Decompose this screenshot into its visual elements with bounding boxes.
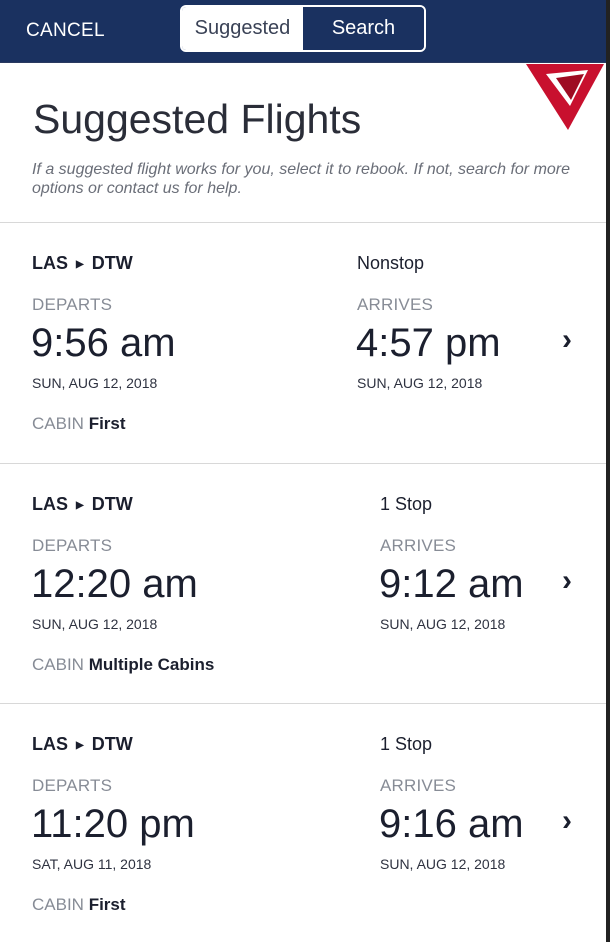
- depart-date: SUN, AUG 12, 2018: [32, 616, 158, 632]
- cabin-label: CABIN: [32, 655, 84, 674]
- origin: LAS: [32, 253, 68, 273]
- stops: 1 Stop: [380, 494, 433, 514]
- cancel-button[interactable]: CANCEL: [26, 20, 105, 41]
- tab-search[interactable]: Search: [303, 7, 424, 50]
- arrive-date: SUN, AUG 12, 2018: [380, 856, 506, 872]
- origin: LAS: [32, 494, 68, 514]
- cabin: CABIN First: [32, 895, 126, 915]
- destination: DTW: [91, 734, 133, 754]
- segmented-control: Suggested Search: [180, 5, 426, 52]
- departs-label: DEPARTS: [32, 295, 113, 314]
- page-title: Suggested Flights: [33, 96, 362, 142]
- page-description: If a suggested flight works for you, sel…: [32, 161, 571, 197]
- arrow-right-icon: ▶: [76, 740, 84, 751]
- route: LAS ▶ DTW: [32, 734, 133, 755]
- depart-time: 12:20 am: [31, 562, 198, 606]
- depart-time: 11:20 pm: [31, 802, 195, 846]
- cabin: CABIN First: [32, 414, 126, 434]
- flight-card[interactable]: LAS ▶ DTW 1 Stop DEPARTS 11:20 pm SAT, AUG…: [0, 703, 606, 943]
- destination: DTW: [91, 494, 133, 514]
- arrives-label: ARRIVES: [357, 295, 434, 314]
- destination: DTW: [91, 253, 133, 273]
- flight-card[interactable]: LAS ▶ DTW 1 Stop DEPARTS 12:20 am SUN, AUG…: [0, 463, 606, 703]
- arrive-date: SUN, AUG 12, 2018: [380, 616, 506, 632]
- departs-label: DEPARTS: [32, 776, 113, 795]
- tab-suggested[interactable]: Suggested: [182, 7, 303, 50]
- depart-date: SUN, AUG 12, 2018: [32, 375, 158, 391]
- cabin-label: CABIN: [32, 414, 84, 433]
- depart-date: SAT, AUG 11, 2018: [32, 856, 152, 872]
- arrive-time: 9:12 am: [379, 562, 524, 606]
- arrive-time: 9:16 am: [379, 802, 524, 846]
- arrow-right-icon: ▶: [76, 500, 84, 511]
- flight-card[interactable]: LAS ▶ DTW Nonstop DEPARTS 9:56 am SUN, AUG…: [0, 222, 606, 462]
- stops: 1 Stop: [380, 734, 433, 754]
- stops: Nonstop: [357, 253, 425, 273]
- chevron-right-icon[interactable]: ›: [562, 564, 572, 597]
- route: LAS ▶ DTW: [32, 253, 133, 274]
- arrive-time: 4:57 pm: [356, 321, 501, 365]
- window-border: [606, 0, 610, 942]
- cabin-value: Multiple Cabins: [88, 655, 215, 674]
- cabin-value: First: [88, 895, 126, 914]
- arrives-label: ARRIVES: [380, 536, 457, 555]
- chevron-right-icon[interactable]: ›: [562, 804, 572, 837]
- origin: LAS: [32, 734, 68, 754]
- top-bar: CANCEL Suggested Search: [0, 0, 606, 63]
- route: LAS ▶ DTW: [32, 494, 133, 515]
- arrive-date: SUN, AUG 12, 2018: [357, 375, 483, 391]
- departs-label: DEPARTS: [32, 536, 113, 555]
- chevron-right-icon[interactable]: ›: [562, 323, 572, 356]
- arrow-right-icon: ▶: [76, 259, 84, 270]
- arrives-label: ARRIVES: [380, 776, 457, 795]
- depart-time: 9:56 am: [31, 321, 176, 365]
- cabin: CABIN Multiple Cabins: [32, 655, 214, 675]
- delta-logo-icon: [526, 64, 604, 130]
- cabin-value: First: [88, 414, 126, 433]
- cabin-label: CABIN: [32, 895, 84, 914]
